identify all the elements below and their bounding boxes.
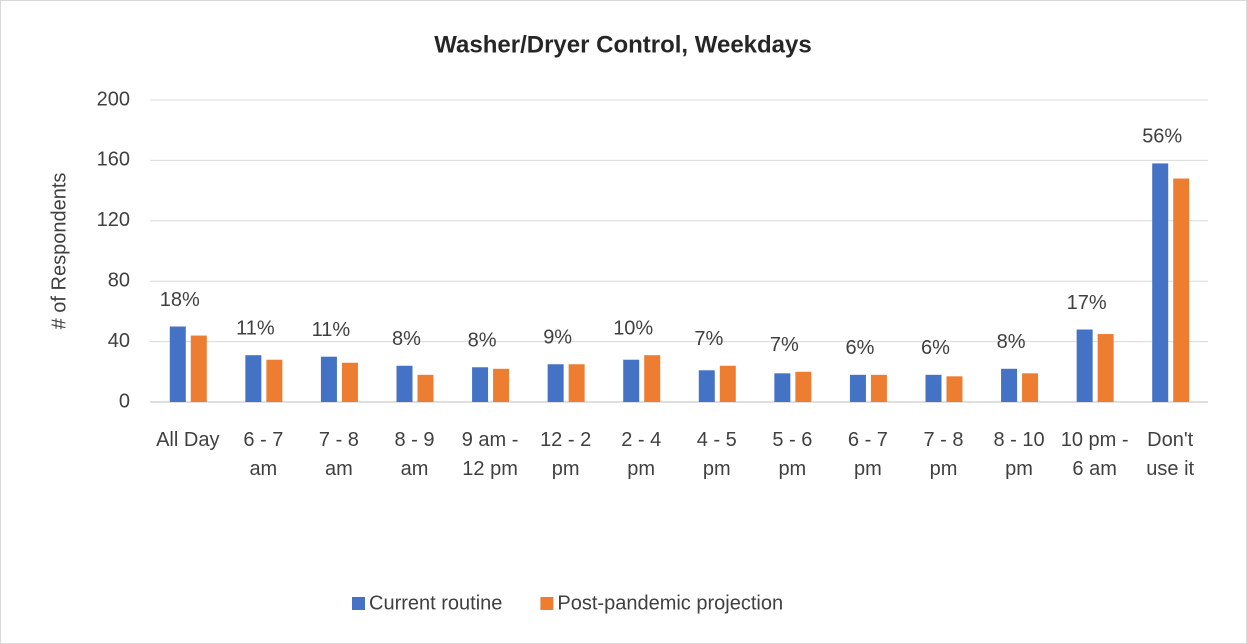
bar bbox=[396, 365, 413, 402]
legend-swatch bbox=[540, 597, 554, 610]
bar bbox=[341, 362, 358, 402]
bar bbox=[774, 373, 791, 402]
bar bbox=[1173, 178, 1190, 402]
x-tick-label: 8 - 9 am bbox=[394, 429, 435, 480]
x-tick-label: Don't use it bbox=[1146, 429, 1195, 480]
x-tick-label: 7 - 8 pm bbox=[923, 429, 964, 480]
y-axis-title: # of Respondents bbox=[48, 173, 70, 330]
x-tick-label: 8 - 10 pm bbox=[993, 429, 1045, 480]
x-tick-label: 4 - 5 pm bbox=[696, 429, 737, 480]
bar bbox=[169, 326, 186, 402]
y-tick-label: 40 bbox=[108, 330, 130, 352]
annotation: 56% bbox=[1142, 126, 1182, 148]
bar bbox=[623, 359, 640, 402]
x-tick-label: 5 - 6 pm bbox=[772, 429, 813, 480]
legend-label: Post-pandemic projection bbox=[557, 592, 783, 614]
bar bbox=[266, 359, 283, 402]
bar bbox=[698, 370, 715, 402]
bar bbox=[190, 335, 207, 402]
x-tick-label: 7 - 8 am bbox=[318, 429, 359, 480]
x-tick-label: 6 - 7 am bbox=[243, 429, 284, 480]
annotation: 11% bbox=[236, 317, 275, 339]
bar bbox=[417, 374, 434, 402]
bar bbox=[547, 364, 564, 402]
bar bbox=[870, 374, 887, 402]
x-tick-label: 10 pm - 6 am bbox=[1060, 429, 1129, 480]
annotation: 8% bbox=[468, 330, 497, 352]
bar bbox=[925, 374, 942, 402]
annotation: 6% bbox=[845, 337, 874, 359]
y-tick-label: 160 bbox=[97, 149, 130, 171]
annotation: 6% bbox=[921, 337, 950, 359]
annotation: 17% bbox=[1067, 292, 1107, 314]
annotation: 11% bbox=[312, 319, 351, 341]
annotation: 9% bbox=[543, 327, 572, 349]
annotation: 7% bbox=[694, 328, 723, 350]
x-tick-label: 9 am - 12 pm bbox=[461, 429, 519, 480]
y-tick-label: 120 bbox=[97, 209, 130, 231]
annotation: 8% bbox=[997, 331, 1026, 353]
bar bbox=[245, 355, 262, 402]
chart-title: Washer/Dryer Control, Weekdays bbox=[434, 31, 811, 58]
legend-label: Current routine bbox=[369, 592, 502, 614]
x-tick-label: All Day bbox=[156, 429, 220, 451]
bar bbox=[795, 371, 812, 402]
bar bbox=[320, 356, 337, 402]
bar bbox=[946, 376, 963, 402]
bar bbox=[1097, 334, 1114, 402]
bar bbox=[1022, 373, 1039, 402]
bar bbox=[493, 368, 510, 402]
bar bbox=[472, 367, 489, 402]
y-tick-label: 200 bbox=[97, 88, 130, 110]
bar bbox=[568, 364, 585, 402]
legend-swatch bbox=[352, 597, 365, 610]
y-tick-label: 80 bbox=[108, 269, 130, 291]
bar bbox=[1076, 329, 1093, 402]
bar bbox=[1152, 163, 1169, 402]
annotation: 8% bbox=[392, 328, 421, 350]
y-tick-label: 0 bbox=[119, 390, 130, 412]
annotation: 7% bbox=[770, 334, 799, 356]
annotation: 18% bbox=[160, 289, 200, 311]
bar bbox=[644, 355, 661, 402]
x-tick-label: 2 - 4 pm bbox=[621, 429, 662, 480]
x-tick-label: 12 - 2 pm bbox=[540, 429, 592, 480]
bar bbox=[719, 365, 736, 402]
bar bbox=[849, 374, 866, 402]
annotation: 10% bbox=[613, 317, 653, 339]
x-tick-label: 6 - 7 pm bbox=[847, 429, 888, 480]
bar bbox=[1001, 368, 1018, 402]
